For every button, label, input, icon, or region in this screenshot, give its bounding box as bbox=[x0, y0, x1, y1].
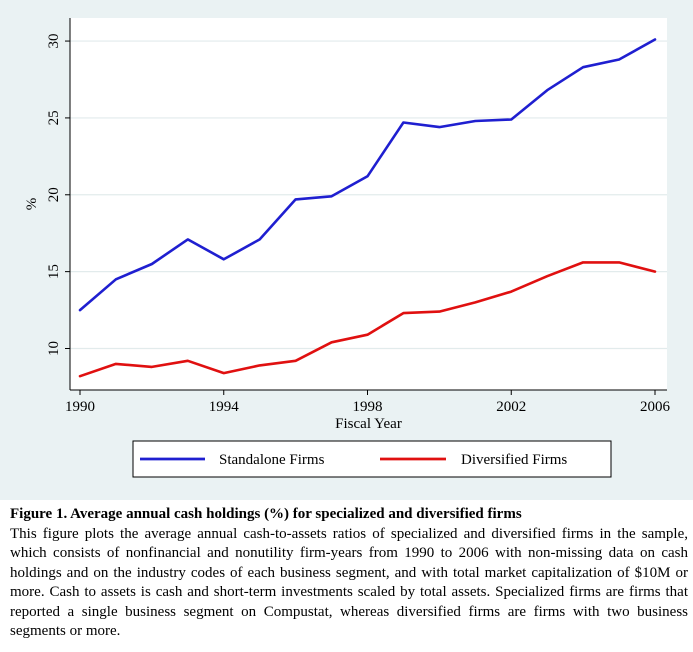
line-chart: 10 15 20 25 30 1990 1994 1998 2002 2006 Fiscal Yea… bbox=[24, 18, 671, 478]
y-tick-label: 30 bbox=[46, 34, 62, 49]
series-line-standalone bbox=[78, 38, 657, 312]
x-tick-label: 2002 bbox=[496, 399, 526, 415]
legend-label: Standalone Firms bbox=[219, 452, 325, 468]
x-axis-label: Fiscal Year bbox=[335, 416, 402, 432]
y-tick-label: 20 bbox=[46, 187, 62, 202]
x-tick-label: 1990 bbox=[65, 399, 95, 415]
y-tick-label: 25 bbox=[46, 110, 62, 125]
figure-panel: 10 15 20 25 30 1990 1994 1998 2002 2006 Fiscal Yea… bbox=[0, 0, 693, 500]
y-axis-label: % bbox=[24, 198, 40, 211]
caption-body: This figure plots the average annual cas… bbox=[10, 525, 688, 640]
x-tick-label: 1994 bbox=[209, 399, 240, 415]
series-line-diversified bbox=[78, 261, 657, 378]
x-tick-label: 1998 bbox=[353, 399, 383, 415]
plot-area bbox=[70, 18, 667, 390]
legend-box bbox=[132, 440, 612, 478]
y-tick-label: 10 bbox=[46, 341, 62, 356]
legend-label: Diversified Firms bbox=[461, 452, 567, 468]
y-tick-label: 15 bbox=[46, 264, 62, 279]
caption-title: Figure 1. Average annual cash holdings (… bbox=[10, 506, 522, 522]
figure-caption: Figure 1. Average annual cash holdings (… bbox=[10, 505, 688, 642]
x-tick-label: 2006 bbox=[640, 399, 671, 415]
